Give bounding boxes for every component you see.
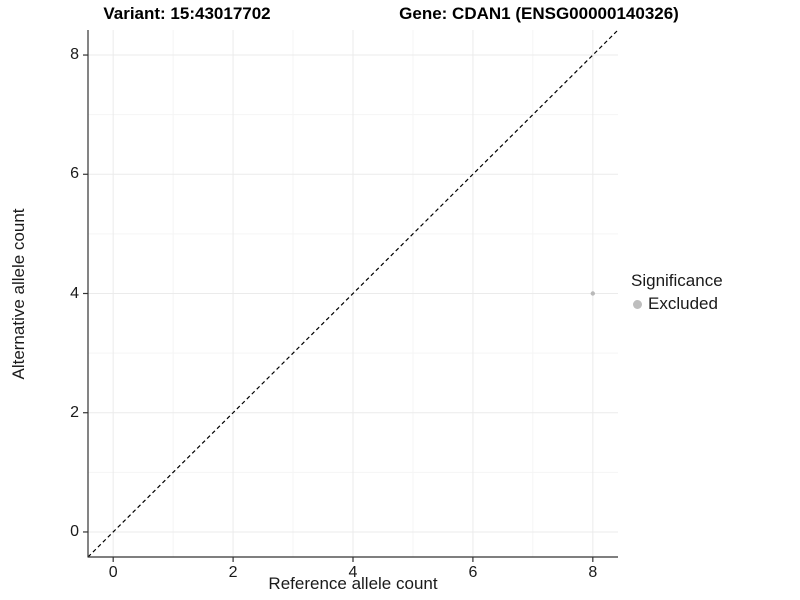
data-point — [590, 291, 596, 296]
legend: Significance Excluded — [631, 271, 723, 314]
plot-title-variant: Variant: 15:43017702 — [103, 4, 271, 23]
x-axis-title: Reference allele count — [268, 574, 438, 593]
y-tick-label: 2 — [70, 403, 79, 421]
y-tick-label: 8 — [70, 46, 79, 64]
y-tick-label: 0 — [70, 522, 79, 540]
y-tick-label: 6 — [70, 165, 79, 183]
x-tick-label: 0 — [108, 564, 118, 581]
legend-entry-excluded: Excluded — [631, 294, 723, 314]
legend-entry-label: Excluded — [648, 294, 718, 313]
legend-title: Significance — [631, 271, 723, 290]
x-tick-label: 8 — [588, 564, 598, 581]
identity-line — [87, 29, 619, 558]
y-axis-title: Alternative allele count — [9, 208, 28, 380]
x-tick-label: 4 — [348, 564, 358, 581]
y-tick-label: 4 — [70, 284, 79, 302]
x-tick-label: 2 — [228, 564, 238, 581]
plot-title-gene: Gene: CDAN1 (ENSG00000140326) — [399, 4, 679, 23]
legend-key-dot-icon — [633, 299, 642, 309]
x-tick-label: 6 — [468, 564, 478, 581]
